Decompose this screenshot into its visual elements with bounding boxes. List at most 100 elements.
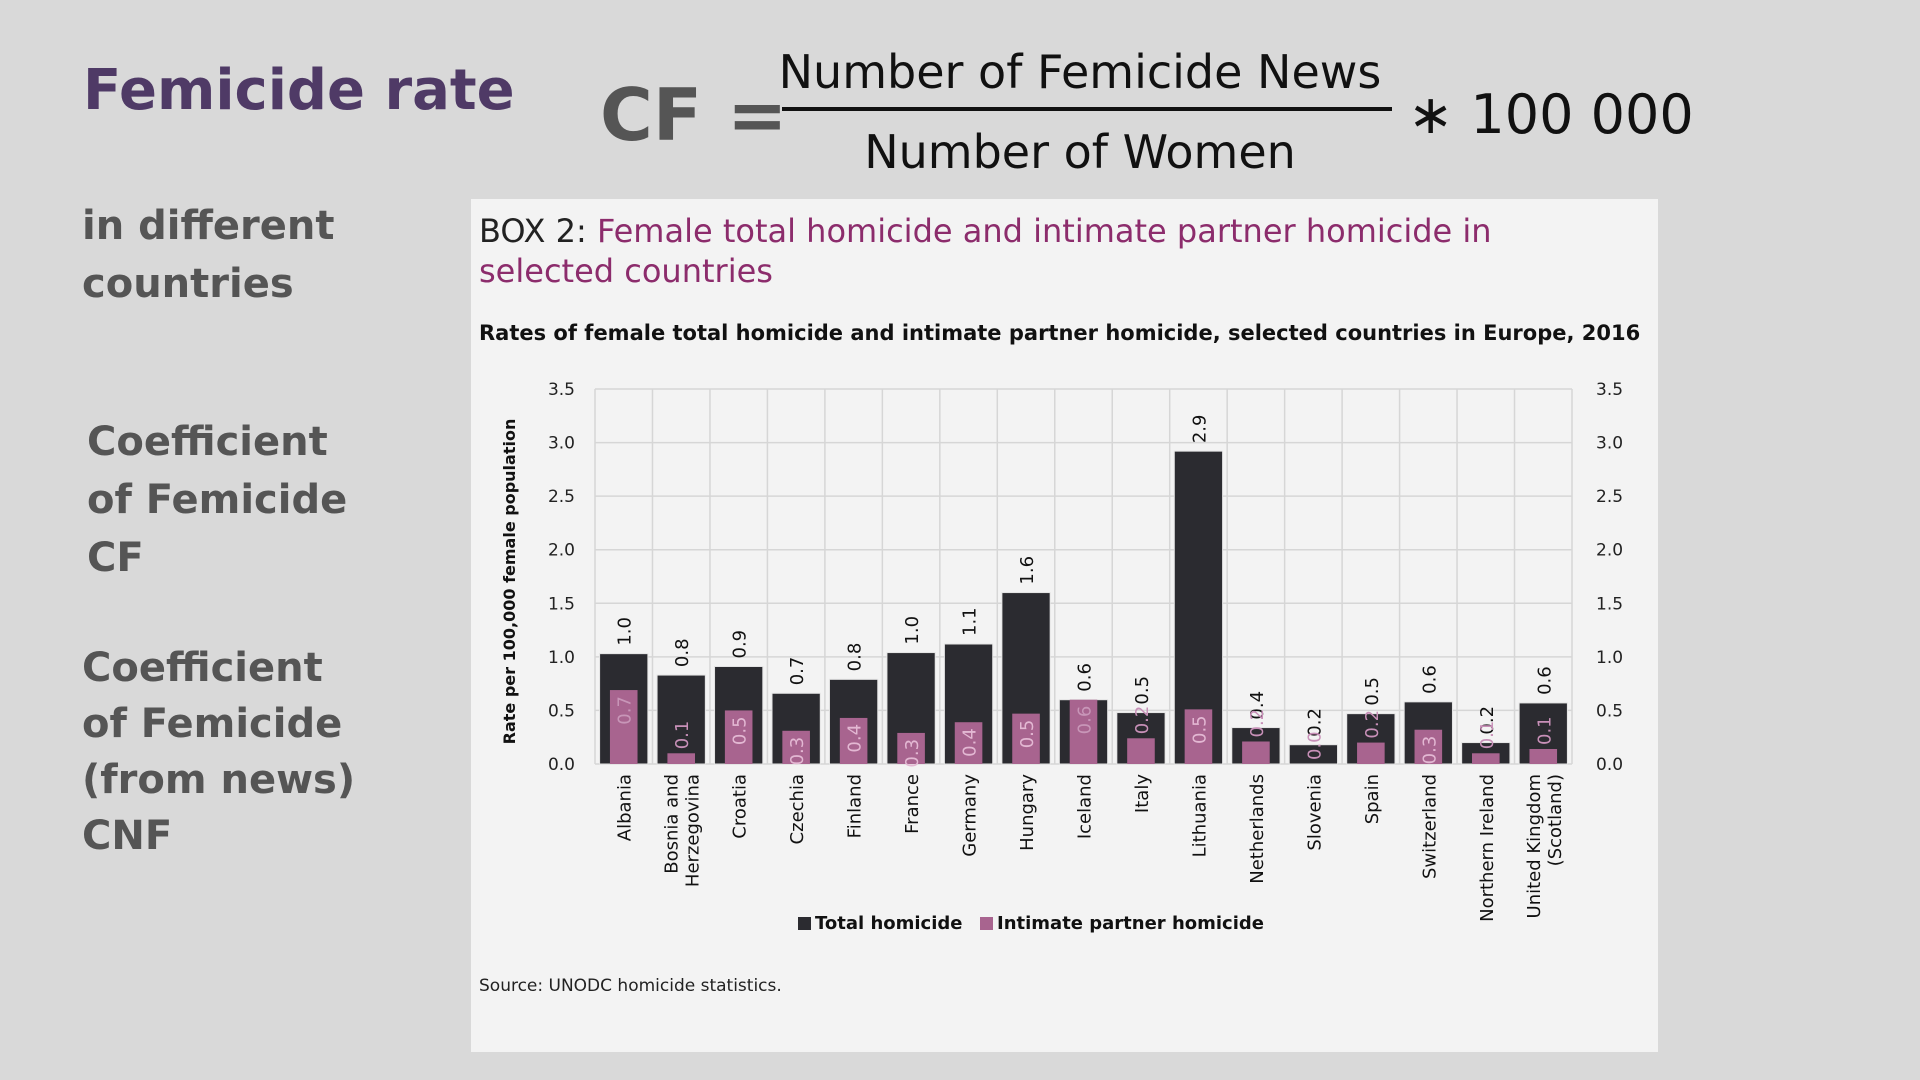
data-label-total: 0.6 — [1419, 665, 1440, 694]
data-label-total: 1.0 — [902, 616, 923, 645]
y-tick-label-left: 0.0 — [548, 755, 575, 775]
data-label-total: 0.2 — [1477, 706, 1498, 735]
formula-multiplier: ∗ 100 000 — [1408, 83, 1694, 146]
y-tick-label-left: 1.5 — [548, 594, 575, 614]
fraction-bar — [782, 107, 1392, 111]
box-title: BOX 2: Female total homicide and intimat… — [479, 211, 1629, 291]
legend-label-intimate-partner-homicide: Intimate partner homicide — [997, 913, 1264, 934]
x-tick-label: Slovenia — [1304, 774, 1325, 851]
data-label-total: 2.9 — [1189, 415, 1210, 444]
homicide-bar-chart: 0.0 0.0 0.5 0.5 1.0 1.0 1.5 1.5 2.0 2.0 2.5 2.5 3.0 3… — [500, 380, 1623, 934]
data-label-intimate-partner: 0.3 — [902, 739, 923, 768]
data-label-intimate-partner: 0.3 — [1419, 736, 1440, 765]
chart-panel: BOX 2: Female total homicide and intimat… — [471, 199, 1658, 1052]
x-tick-label: Hungary — [1017, 774, 1038, 851]
x-tick-label: Bosnia and — [662, 774, 683, 874]
x-tick-label: Finland — [845, 774, 866, 838]
bar-intimate-partner-homicide — [1012, 713, 1040, 764]
side-label-line: of Femicide — [82, 701, 343, 747]
data-label-intimate-partner: 0.6 — [1075, 706, 1096, 735]
bar-intimate-partner-homicide — [1357, 742, 1385, 764]
data-label-total: 0.8 — [845, 643, 866, 672]
formula-denominator: Number of Women — [864, 125, 1296, 179]
data-label-intimate-partner: 0.2 — [1247, 709, 1268, 738]
formula-numerator: Number of Femicide News — [778, 45, 1382, 99]
x-tick-label: Iceland — [1075, 774, 1096, 839]
data-label-intimate-partner: 0.7 — [615, 696, 636, 725]
side-label-cnf: Coefficient of Femicide (from news) CNF — [82, 640, 355, 864]
data-label-intimate-partner: 0.3 — [787, 737, 808, 766]
bar-intimate-partner-homicide — [667, 753, 695, 764]
y-tick-label-left: 2.5 — [548, 487, 575, 507]
side-label-countries: in different countries — [82, 197, 334, 313]
x-tick-label: France — [902, 774, 923, 834]
bar-total-homicide — [1288, 744, 1339, 765]
bar-total-homicide — [656, 674, 706, 765]
side-label-line: of Femicide — [87, 477, 348, 523]
bar-intimate-partner-homicide — [1069, 699, 1098, 764]
data-label-total: 0.6 — [1534, 666, 1555, 695]
y-tick-label-right: 1.5 — [1596, 594, 1623, 614]
side-label-cf: Coefficient of Femicide CF — [87, 413, 347, 587]
bar-intimate-partner-homicide — [1184, 709, 1213, 764]
bar-intimate-partner-homicide — [1472, 753, 1500, 764]
bar-intimate-partner-homicide — [897, 732, 925, 764]
side-label-line: Coefficient — [87, 419, 328, 465]
bar-intimate-partner-homicide — [609, 690, 638, 764]
legend-swatch-intimate-partner-homicide — [980, 917, 993, 930]
legend-label-total-homicide: Total homicide — [815, 913, 962, 934]
x-tick-label: United Kingdom — [1524, 774, 1545, 918]
x-tick-label: Albania — [615, 774, 636, 841]
y-tick-label-left: 3.0 — [548, 434, 575, 454]
x-tick-label: (Scotland) — [1545, 774, 1566, 866]
data-label-intimate-partner: 0.1 — [1477, 721, 1498, 750]
formula-lhs: CF = — [600, 73, 788, 157]
chart-title: Rates of female total homicide and intim… — [479, 321, 1641, 345]
x-tick-label: Croatia — [730, 774, 751, 839]
bar-intimate-partner-homicide — [839, 717, 868, 764]
bar-intimate-partner-homicide — [1414, 729, 1443, 764]
y-tick-label-right: 2.5 — [1596, 487, 1623, 507]
bar-intimate-partner-homicide — [1127, 738, 1155, 764]
y-tick-label-right: 3.5 — [1596, 380, 1623, 400]
data-label-total: 1.6 — [1017, 556, 1038, 585]
data-label-total: 0.6 — [1075, 663, 1096, 692]
data-label-intimate-partner: 0.2 — [1132, 706, 1153, 735]
side-label-line: CF — [87, 535, 144, 581]
source-note: Source: UNODC homicide statistics. — [479, 976, 782, 996]
box-prefix: BOX 2: — [479, 212, 587, 250]
data-label-intimate-partner: 0.5 — [730, 716, 751, 745]
y-tick-label-right: 0.0 — [1596, 755, 1623, 775]
y-tick-label-right: 3.0 — [1596, 434, 1623, 454]
data-label-intimate-partner: 0.1 — [672, 721, 693, 750]
y-tick-label-right: 1.0 — [1596, 648, 1623, 668]
data-label-total: 0.9 — [730, 630, 751, 659]
data-label-intimate-partner: 0.0 — [1304, 731, 1325, 760]
data-label-total: 0.5 — [1132, 676, 1153, 705]
data-label-intimate-partner: 0.2 — [1362, 710, 1383, 739]
bar-intimate-partner-homicide — [1242, 741, 1270, 764]
y-tick-label-left: 1.0 — [548, 648, 575, 668]
slide-title: Femicide rate — [83, 58, 515, 123]
data-label-intimate-partner: 0.1 — [1534, 716, 1555, 745]
x-tick-label: Netherlands — [1247, 774, 1268, 884]
box-title-text: Female total homicide and intimate partn… — [479, 212, 1492, 290]
data-label-total: 0.8 — [672, 638, 693, 667]
bar-intimate-partner-homicide — [1529, 749, 1558, 764]
side-label-line: CNF — [82, 813, 173, 859]
bar-intimate-partner-homicide — [724, 710, 753, 764]
data-label-intimate-partner: 0.5 — [1017, 720, 1038, 749]
data-label-total: 0.4 — [1247, 691, 1268, 720]
side-label-line: in different — [82, 203, 335, 249]
y-axis-label: Rate per 100,000 female population — [500, 419, 519, 745]
data-label-total: 0.5 — [1362, 677, 1383, 706]
y-tick-label-left: 2.0 — [548, 541, 575, 561]
x-tick-label: Switzerland — [1419, 774, 1440, 879]
y-tick-label-left: 0.5 — [548, 701, 575, 721]
data-label-intimate-partner: 0.4 — [845, 724, 866, 753]
y-tick-label-right: 2.0 — [1596, 541, 1623, 561]
data-label-intimate-partner: 0.4 — [960, 728, 981, 757]
x-tick-label: Herzegovina — [683, 774, 704, 887]
x-tick-label: Czechia — [787, 774, 808, 844]
y-tick-label-left: 3.5 — [548, 380, 575, 400]
